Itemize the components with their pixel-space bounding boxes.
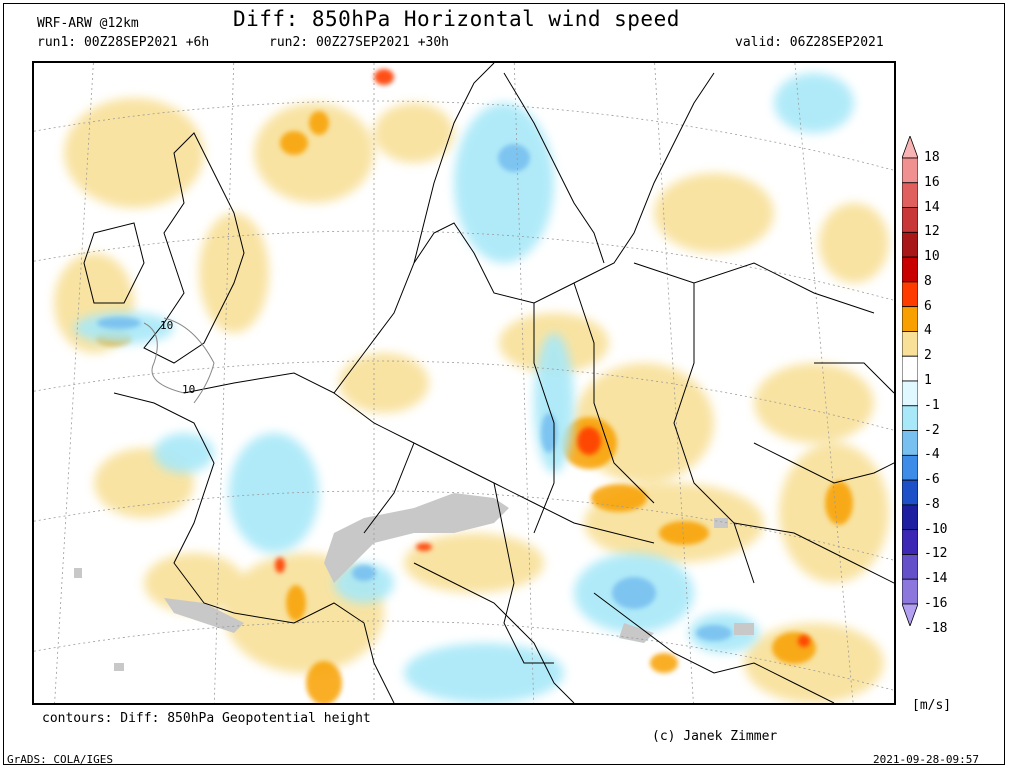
colorbar-swatch [902, 380, 918, 407]
colorbar-tick-label: 18 [924, 150, 940, 165]
colorbar-tick-label: -1 [924, 397, 940, 413]
colorbar-swatch [902, 603, 918, 626]
colorbar-swatch [902, 504, 918, 531]
colorbar-tick-label: 8 [924, 273, 932, 289]
colorbar-tick-label: -6 [924, 472, 940, 488]
colorbar-tick-label: -16 [924, 596, 948, 611]
colorbar-swatch [902, 355, 918, 382]
map-panel: 10 10 [32, 61, 896, 705]
colorbar-tick-label: -18 [924, 620, 948, 636]
colorbar-tick-label: -8 [924, 496, 940, 512]
colorbar-swatch [902, 207, 918, 233]
colorbar-swatch [902, 331, 918, 357]
coastlines-and-borders [83, 63, 894, 703]
unit-label: [m/s] [912, 698, 952, 713]
colorbar-tick-label: 4 [924, 323, 932, 339]
timestamp-label: 2021-09-28-09:57 [873, 753, 979, 766]
colorbar-swatch [902, 256, 918, 283]
colorbar-tick-label: -2 [924, 422, 940, 438]
colorbar-swatch [902, 405, 918, 431]
software-label: GrADS: COLA/IGES [7, 753, 113, 766]
colorbar-swatch [902, 554, 918, 580]
credit-label: (c) Janek Zimmer [652, 729, 778, 744]
colorbar-swatch [902, 430, 918, 456]
graticule-lines [34, 63, 894, 703]
colorbar-swatch [902, 479, 918, 506]
colorbar-swatch [902, 136, 918, 159]
colorbar-tick-label: 10 [924, 249, 940, 265]
colorbar-tick-label: 6 [924, 298, 932, 314]
colorbar-tick-label: -12 [924, 546, 948, 562]
contour-label: 10 [160, 319, 173, 332]
colorbar [902, 136, 918, 626]
colorbar-swatch [902, 529, 918, 555]
contour-label: 10 [182, 383, 195, 396]
colorbar-tick-label: 12 [924, 224, 940, 240]
terrain-mask-grey [74, 493, 754, 671]
colorbar-tick-label: 16 [924, 174, 940, 190]
figure-frame [3, 3, 1005, 765]
colorbar-swatch [902, 281, 918, 308]
red-increase-shading [275, 69, 810, 647]
run1-label: run1: 00Z28SEP2021 +6h [37, 35, 210, 50]
colorbar-tick-label: 14 [924, 199, 940, 215]
model-label: WRF-ARW @12km [37, 16, 139, 31]
colorbar-swatch [902, 306, 918, 332]
valid-time-label: valid: 06Z28SEP2021 [735, 35, 884, 50]
colorbar-tick-label: -14 [924, 571, 948, 587]
colorbar-swatch [902, 182, 918, 208]
colorbar-swatch [902, 578, 918, 605]
map-title: Diff: 850hPa Horizontal wind speed [233, 7, 680, 31]
colorbar-tick-label: -10 [924, 521, 948, 537]
contours-caption: contours: Diff: 850hPa Geopotential heig… [42, 711, 371, 726]
colorbar-tick-label: 2 [924, 348, 932, 364]
colorbar-swatch [902, 157, 918, 184]
colorbar-swatch [902, 454, 918, 481]
colorbar-tick-label: 1 [924, 373, 932, 388]
run2-label: run2: 00Z27SEP2021 +30h [269, 35, 450, 50]
dark-blue-decrease-shading [97, 144, 732, 641]
colorbar-swatch [902, 231, 918, 258]
geopotential-contours [143, 317, 215, 404]
wind-speed-difference-map: 10 10 [34, 63, 894, 703]
colorbar-tick-label: -4 [924, 447, 940, 463]
